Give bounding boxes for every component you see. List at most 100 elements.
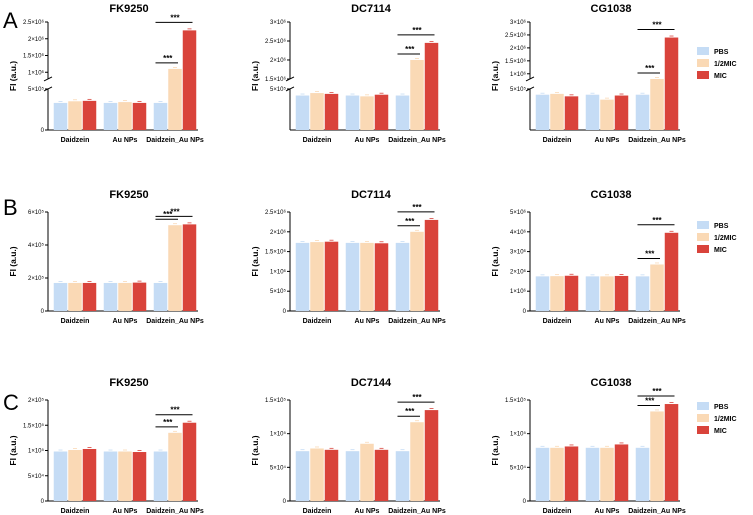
bar-mic-1 (614, 444, 629, 501)
legend-swatch-pbs (697, 221, 709, 229)
legend-label: PBS (714, 49, 729, 56)
legend-label: 1/2MIC (714, 235, 737, 242)
bar-12mic-0 (68, 282, 82, 311)
chart-c-dc7144: DC7144 FI (a.u.) 0 5×10⁴ 1×10⁵ 1.5×10⁵ Daidzei… (250, 377, 446, 515)
x-tick-label: Daidzein_Au NPs (628, 137, 686, 144)
bar-mic-2 (424, 42, 439, 131)
chart-title: DC7144 (351, 377, 392, 389)
bar-12mic-1 (600, 99, 614, 130)
significance-label: *** (170, 406, 180, 415)
legend-label: MIC (714, 428, 727, 435)
bar-12mic-2 (168, 432, 182, 501)
y-tick-label: 1×10⁵ (28, 448, 45, 455)
y-tick-label: 5×10⁵ (510, 86, 527, 93)
legend-swatch-mic (697, 245, 709, 253)
y-tick-label: 2.5×10⁶ (265, 38, 287, 45)
chart-title: FK9250 (109, 377, 148, 389)
x-tick-label: Au NPs (595, 137, 620, 144)
bar-12mic-2 (410, 59, 424, 131)
x-tick-label: Au NPs (595, 508, 620, 515)
chart-title: CG1038 (591, 377, 632, 389)
y-axis-label: FI (a.u.) (490, 435, 500, 465)
legend-row-b: PBS 1/2MIC MIC (697, 221, 737, 254)
bar-12mic-0 (550, 93, 564, 130)
bar-12mic-2 (410, 422, 424, 501)
legend-label: MIC (714, 73, 727, 80)
bar-mic-2 (424, 219, 439, 311)
significance-label: *** (170, 207, 180, 216)
bar-12mic-1 (600, 276, 614, 311)
legend-swatch-12mic (697, 414, 709, 422)
x-tick-label: Daidzein (303, 508, 332, 515)
y-tick-label: 6×10⁵ (28, 209, 45, 216)
bar-pbs-1 (345, 242, 360, 311)
y-tick-label: 1×10⁶ (270, 268, 287, 275)
y-tick-label: 5×10⁵ (28, 86, 45, 93)
bar-pbs-0 (535, 94, 550, 130)
significance-label: *** (412, 393, 422, 402)
bar-mic-2 (182, 422, 197, 501)
chart-title: CG1038 (591, 3, 632, 15)
bar-pbs-0 (535, 276, 550, 311)
bar-12mic-1 (118, 282, 132, 311)
y-axis-label: FI (a.u.) (250, 435, 260, 465)
bar-12mic-1 (118, 451, 132, 501)
bar-pbs-1 (585, 94, 600, 130)
x-tick-label: Daidzein (543, 318, 572, 325)
bar-12mic-2 (168, 68, 182, 130)
significance-label: *** (170, 13, 180, 22)
bar-mic-0 (82, 100, 97, 130)
legends: PBS 1/2MIC MIC PBS 1/2MIC MIC PBS 1/2MIC MIC (697, 47, 737, 435)
chart-title: DC7114 (351, 189, 392, 201)
y-tick-label: 3×10⁶ (270, 19, 287, 26)
panel-letters: A B C (3, 8, 19, 415)
y-tick-label: 3×10⁶ (510, 19, 527, 26)
bar-12mic-2 (168, 225, 182, 311)
legend-swatch-pbs (697, 47, 709, 55)
y-tick-label: 5×10⁵ (270, 288, 287, 295)
significance-label: *** (405, 217, 415, 226)
bar-12mic-1 (118, 102, 132, 130)
bar-mic-1 (374, 243, 389, 311)
bar-12mic-1 (600, 447, 614, 501)
bar-mic-0 (324, 93, 339, 130)
x-tick-label: Au NPs (355, 508, 380, 515)
panel-letter-c: C (3, 390, 19, 415)
bar-pbs-0 (295, 451, 310, 501)
x-tick-label: Daidzein_Au NPs (146, 508, 204, 515)
bar-pbs-2 (635, 94, 650, 130)
chart-b-fk9250: FK9250 FI (a.u.) 0 2×10⁵ 4×10⁵ 6×10⁵ Daidzein A… (8, 189, 204, 325)
y-axis-label: FI (a.u.) (8, 435, 18, 465)
x-tick-label: Daidzein_Au NPs (388, 318, 446, 325)
y-axis-label: FI (a.u.) (8, 246, 18, 276)
bar-pbs-2 (153, 102, 168, 130)
y-tick-label: 2×10⁶ (510, 268, 527, 275)
significance-label: *** (652, 216, 662, 225)
significance-label: *** (645, 64, 655, 73)
y-tick-label: 5×10⁴ (510, 464, 527, 471)
y-tick-label: 1.5×10⁶ (505, 58, 527, 65)
x-tick-label: Au NPs (113, 137, 138, 144)
y-tick-label: 5×10⁶ (510, 209, 527, 216)
bar-12mic-0 (310, 448, 324, 501)
y-tick-label: 4×10⁶ (510, 229, 527, 236)
x-tick-label: Daidzein (61, 137, 90, 144)
bar-mic-1 (614, 275, 629, 311)
significance-label: *** (652, 21, 662, 30)
significance-label: *** (645, 249, 655, 258)
y-tick-label: 2×10⁵ (28, 275, 45, 282)
x-tick-label: Daidzein (543, 508, 572, 515)
bar-12mic-2 (410, 231, 424, 311)
y-tick-label: 1.5×10⁵ (265, 397, 287, 404)
y-tick-label: 1×10⁶ (28, 69, 45, 76)
bar-pbs-0 (295, 242, 310, 311)
legend-row-a: PBS 1/2MIC MIC (697, 47, 737, 80)
bar-mic-1 (614, 95, 629, 130)
legend-label: 1/2MIC (714, 61, 737, 68)
chart-title: FK9250 (109, 189, 148, 201)
bar-12mic-1 (360, 242, 374, 311)
significance-label: *** (652, 387, 662, 396)
significance-label: *** (163, 418, 173, 427)
y-tick-label: 0 (523, 309, 527, 315)
